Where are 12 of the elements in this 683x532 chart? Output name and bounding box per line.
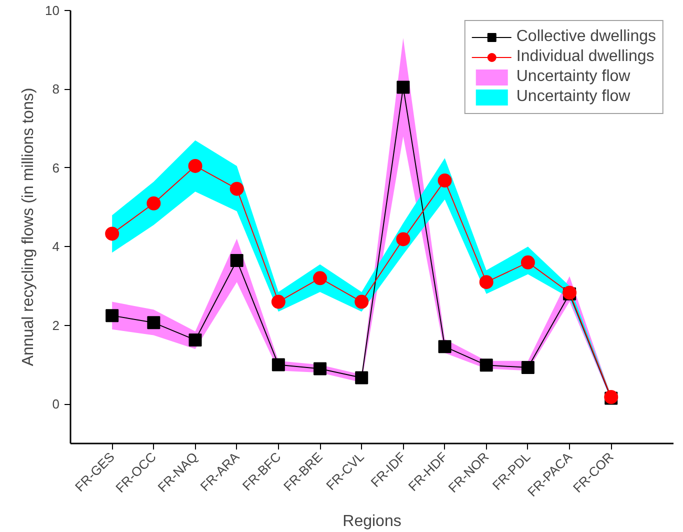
legend-label: Collective dwellings bbox=[516, 28, 656, 46]
legend-label: Individual dwellings bbox=[516, 48, 654, 66]
y-tick-label: 4 bbox=[52, 239, 60, 254]
y-tick-label: 6 bbox=[52, 160, 60, 176]
y-axis-title: Annual recycling flows (in millions tons) bbox=[20, 88, 38, 366]
y-tick-label: 0 bbox=[52, 396, 60, 412]
y-tick-label: 8 bbox=[52, 82, 60, 97]
legend-label: Uncertainty flow bbox=[516, 88, 630, 106]
legend-label: Uncertainty flow bbox=[516, 68, 630, 86]
x-axis-title: Regions bbox=[342, 512, 402, 530]
y-tick-label: 2 bbox=[52, 318, 60, 333]
y-tick-label: 10 bbox=[45, 3, 60, 18]
